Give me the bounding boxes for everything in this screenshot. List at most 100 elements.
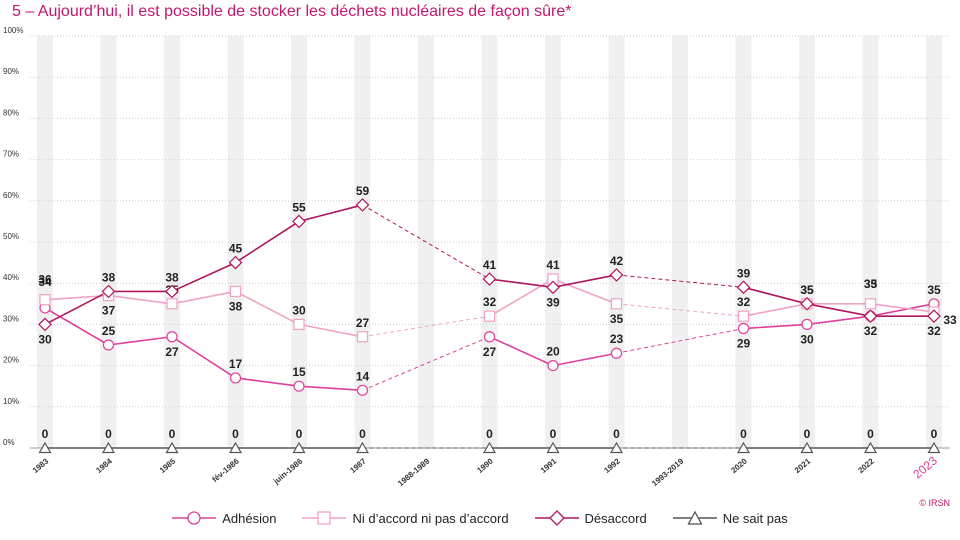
data-label: 35: [927, 283, 941, 297]
y-tick-label: 0%: [3, 438, 15, 447]
data-point: [293, 318, 305, 330]
series-line: [806, 303, 871, 317]
data-point: [165, 441, 179, 454]
data-point: [355, 198, 370, 212]
series-line: [235, 220, 300, 264]
y-tick-label: 100%: [3, 26, 23, 35]
data-label: 34: [38, 275, 52, 289]
data-point: [609, 441, 624, 454]
data-point: [547, 360, 559, 372]
data-point: [546, 280, 560, 295]
legend-label: Ni d’accord ni pas d’accord: [352, 510, 509, 526]
data-point: [292, 441, 306, 454]
data-label: 0: [486, 427, 493, 441]
data-point: [864, 298, 877, 310]
series-line: [235, 290, 300, 326]
legend-item: Ni d’accord ni pas d’accord: [302, 510, 509, 526]
data-point: [610, 347, 623, 359]
series-line: [108, 335, 173, 346]
triangle-marker-icon: [672, 510, 717, 525]
data-point: [101, 441, 116, 454]
data-label: 0: [359, 427, 366, 441]
series-line: [171, 336, 236, 379]
legend-item: Adhésion: [172, 510, 276, 526]
series-line: [362, 204, 490, 280]
legend-label: Adhésion: [222, 510, 277, 526]
y-tick-label: 60%: [3, 191, 19, 200]
x-tick-label: 1990: [475, 456, 495, 475]
grid-band: [227, 36, 244, 448]
data-label: 32: [737, 295, 751, 309]
data-label: 27: [165, 345, 179, 359]
y-tick-label: 30%: [3, 314, 19, 323]
series-line: [743, 286, 808, 305]
data-point: [482, 272, 497, 286]
series-line: [552, 352, 617, 367]
data-point: [800, 296, 814, 311]
x-tick-label: 1991: [539, 456, 559, 475]
data-point: [229, 285, 242, 298]
series-line: [44, 307, 109, 346]
data-label: 0: [42, 427, 49, 441]
data-label: 32: [483, 295, 497, 309]
y-tick-label: 70%: [3, 150, 19, 159]
y-tick-label: 80%: [3, 108, 19, 117]
data-label: 35: [800, 283, 814, 297]
data-point: [927, 309, 941, 324]
data-label: 33: [864, 277, 878, 291]
y-tick-label: 40%: [3, 273, 19, 282]
series-line: [616, 303, 744, 317]
circle-marker-icon: [172, 511, 217, 525]
grid-band: [608, 36, 625, 448]
data-label: 14: [356, 369, 370, 383]
series-line: [743, 303, 808, 317]
x-tick-label: 1992: [602, 456, 622, 475]
data-label: 29: [737, 337, 751, 351]
data-label: 32: [864, 324, 878, 338]
data-point: [483, 310, 496, 322]
data-point: [737, 310, 750, 322]
y-tick-label: 50%: [3, 232, 19, 241]
data-point: [801, 318, 813, 330]
data-point: [736, 441, 751, 454]
x-tick-label: fév-1986: [210, 456, 241, 484]
legend: Adhésion Ni d’accord ni pas d’accord Désac…: [0, 510, 960, 526]
series-line: [362, 336, 490, 391]
data-label: 0: [550, 427, 557, 441]
data-label: 55: [292, 200, 306, 214]
data-label: 30: [38, 332, 52, 346]
y-tick-label: 90%: [3, 67, 19, 76]
data-label: 37: [102, 304, 116, 318]
data-label: 38: [165, 270, 179, 284]
data-point: [610, 298, 623, 310]
data-label: 33: [943, 313, 957, 327]
data-point: [102, 339, 115, 351]
data-label: 0: [169, 427, 176, 441]
data-point: [229, 372, 242, 384]
grid-band: [735, 36, 752, 448]
data-label: 38: [229, 299, 243, 313]
y-tick-label: 10%: [3, 397, 19, 406]
data-label: 39: [546, 295, 560, 309]
data-label: 0: [804, 427, 811, 441]
y-tick-label: 20%: [3, 356, 19, 365]
chart-title: 5 – Aujourd’hui, il est possible de stoc…: [12, 3, 572, 20]
grid-band: [354, 36, 371, 448]
x-tick-label: 1993-2019: [650, 456, 686, 488]
series-line: [616, 328, 744, 354]
data-point: [38, 317, 52, 332]
data-label: 35: [610, 312, 624, 326]
data-point: [228, 255, 243, 270]
series-line: [235, 377, 300, 387]
legend-label: Désaccord: [584, 510, 647, 526]
x-tick-label: 1988-1989: [396, 456, 432, 488]
grid-band: [926, 36, 942, 448]
data-point: [800, 441, 814, 454]
legend-item: Ne sait pas: [672, 510, 788, 526]
data-point: [927, 441, 941, 454]
data-label: 0: [931, 427, 938, 441]
data-point: [863, 441, 878, 454]
series-line: [489, 278, 554, 317]
data-label: 41: [546, 258, 560, 272]
x-tick-label: 1987: [348, 456, 368, 475]
